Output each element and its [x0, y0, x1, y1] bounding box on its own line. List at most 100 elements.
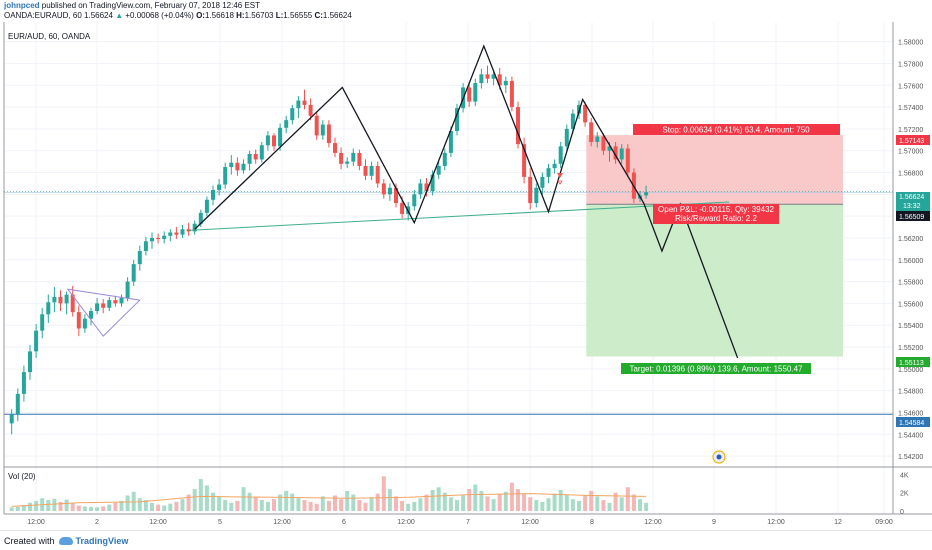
- volume-bar: [119, 500, 124, 511]
- alert-arrow-small-icon: [557, 180, 563, 185]
- y-tick-label: 1.54600: [898, 410, 923, 417]
- target-label: Target: 0.01396 (0.89%) 139.6, Amount: 1…: [621, 363, 811, 374]
- x-tick-label: 12:00: [273, 519, 291, 526]
- volume-bar: [412, 501, 417, 511]
- x-tick-label: 12:00: [644, 519, 662, 526]
- y-tick-label: 1.54400: [898, 432, 923, 439]
- volume-bar: [89, 506, 93, 511]
- volume-bar: [70, 502, 75, 511]
- volume-bar: [528, 497, 533, 511]
- event-icon[interactable]: [712, 450, 726, 464]
- volume-bar: [436, 487, 441, 511]
- target-price-tag: [896, 357, 930, 367]
- pnl-label: Open P&L: -0.00115, Qty: 39432 Risk/Rewa…: [653, 204, 779, 224]
- volume-tick-label: 2K: [900, 491, 909, 498]
- volume-bar: [479, 490, 484, 511]
- candle-body: [278, 127, 283, 147]
- volume-bar: [223, 500, 228, 511]
- countdown-text: 13:32: [903, 203, 921, 210]
- volume-bar: [253, 497, 258, 511]
- candle-body: [70, 294, 75, 313]
- candle-body: [613, 146, 618, 160]
- close-label: C:: [314, 11, 323, 20]
- candle-body: [394, 187, 398, 204]
- x-tick-label: 8: [590, 519, 594, 526]
- candle-body: [412, 194, 417, 207]
- volume-bar: [302, 500, 307, 511]
- stop-price-tag: [896, 135, 930, 145]
- volume-bar: [131, 491, 136, 511]
- x-tick-label: 12: [834, 519, 842, 526]
- candle-body: [369, 165, 374, 176]
- candle-body: [619, 148, 624, 160]
- volume-bar: [607, 502, 612, 511]
- volume-bar: [198, 479, 203, 511]
- candle-body: [101, 303, 106, 308]
- candle-body: [272, 135, 276, 147]
- price-chart[interactable]: 1.58000 1.57800 1.57600 1.57400 1.57200 1.570…: [0, 22, 932, 530]
- volume-bar: [272, 499, 276, 511]
- volume-bar: [46, 500, 51, 511]
- candle-body: [625, 148, 630, 173]
- volume-bar: [34, 500, 39, 511]
- volume-bar: [107, 504, 112, 511]
- volume-bar: [21, 505, 26, 511]
- volume-bar: [357, 500, 362, 511]
- tradingview-brand[interactable]: TradingView: [58, 535, 129, 546]
- pnl-label-text: Open P&L: -0.00115, Qty: 39432: [658, 205, 774, 214]
- candle-body: [198, 212, 203, 224]
- candle-body: [467, 87, 472, 102]
- candle-body: [528, 176, 533, 204]
- candle-body: [320, 124, 325, 136]
- volume-bar: [400, 500, 405, 511]
- candle-body: [357, 152, 362, 166]
- candle-body: [436, 165, 441, 175]
- x-tick-label: 12:00: [149, 519, 167, 526]
- volume-bar: [241, 487, 246, 511]
- candle-body: [455, 108, 459, 132]
- candle-body: [259, 145, 264, 160]
- event-dot-icon: [716, 454, 722, 460]
- y-tick-label: 1.56200: [898, 236, 923, 243]
- volume-bar: [638, 499, 642, 511]
- volume-bar: [442, 492, 447, 511]
- volume-bar: [387, 489, 392, 511]
- alert-marker-icon[interactable]: [557, 173, 563, 185]
- volume-bar: [430, 490, 435, 511]
- volume-bar: [64, 499, 69, 511]
- volume-bar: [186, 494, 191, 511]
- candle-body: [296, 100, 301, 109]
- volume-bar: [290, 493, 295, 511]
- candle-body: [9, 414, 14, 424]
- alert-arrow-icon: [557, 173, 563, 178]
- candle-body: [229, 162, 234, 168]
- volume-bar: [461, 495, 466, 511]
- close-value: 1.56624: [322, 11, 352, 20]
- tradingview-brand-text: TradingView: [75, 535, 129, 546]
- x-tick-label: 9: [712, 519, 716, 526]
- candle-body: [418, 183, 423, 195]
- candle-body: [113, 300, 118, 304]
- volume-bar: [631, 494, 636, 511]
- entry-price-tag: [896, 211, 930, 221]
- candle-body: [491, 74, 496, 79]
- volume-bar: [326, 500, 331, 511]
- triangle-pattern: [66, 288, 141, 337]
- candle-body: [290, 108, 295, 121]
- volume-bar: [613, 492, 618, 511]
- volume-bar: [522, 493, 527, 511]
- candle-body: [351, 152, 356, 162]
- candle-body: [558, 146, 563, 164]
- y-tick-label: 1.55000: [898, 367, 923, 374]
- candle-body: [509, 80, 514, 108]
- low-label: L:: [275, 11, 284, 20]
- candle-body: [52, 296, 57, 303]
- target-label-bg: [621, 363, 811, 374]
- volume-bar: [28, 502, 32, 511]
- y-tick-label: 1.57200: [898, 127, 923, 134]
- candle-body: [46, 302, 51, 315]
- volume-bar: [540, 501, 545, 511]
- footer: Created with TradingView: [0, 530, 932, 550]
- volume-bar: [333, 495, 337, 511]
- author-name[interactable]: johnpced: [4, 1, 40, 10]
